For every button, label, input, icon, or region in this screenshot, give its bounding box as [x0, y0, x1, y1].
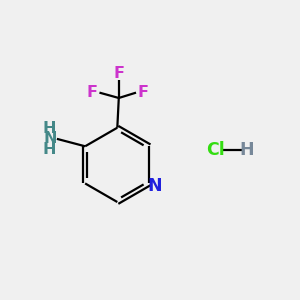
Text: F: F — [113, 65, 124, 80]
Text: N: N — [148, 177, 162, 195]
Text: H: H — [43, 142, 56, 157]
Text: F: F — [86, 85, 98, 100]
Text: F: F — [138, 85, 149, 100]
Text: Cl: Cl — [206, 141, 225, 159]
Text: H: H — [239, 141, 254, 159]
Text: N: N — [44, 131, 57, 146]
Text: H: H — [43, 121, 56, 136]
